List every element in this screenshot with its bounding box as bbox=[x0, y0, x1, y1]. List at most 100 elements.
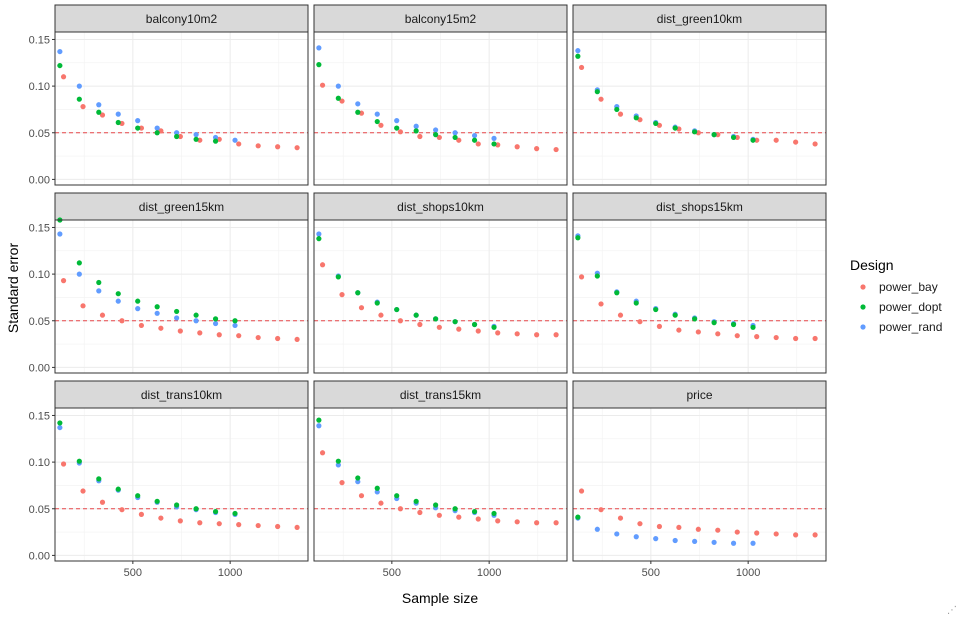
data-point-power_dopt bbox=[174, 502, 180, 508]
data-point-power_dopt bbox=[471, 137, 478, 143]
data-point-power_dopt bbox=[96, 109, 102, 115]
data-point-power_bay bbox=[637, 319, 643, 325]
data-point-power_dopt bbox=[653, 120, 659, 127]
data-point-power_bay bbox=[60, 74, 67, 80]
data-point-power_bay bbox=[656, 523, 663, 530]
data-point-power_bay bbox=[734, 529, 740, 535]
data-point-power_bay bbox=[495, 330, 501, 336]
data-point-power_bay bbox=[236, 141, 242, 147]
data-point-power_bay bbox=[397, 318, 404, 324]
data-point-power_dopt bbox=[193, 312, 199, 318]
data-point-power_rand bbox=[374, 111, 380, 117]
facet-strip bbox=[54, 4, 309, 33]
data-point-power_bay bbox=[119, 507, 125, 513]
data-point-power_dopt bbox=[413, 312, 419, 318]
data-point-power_rand bbox=[96, 102, 102, 108]
data-point-power_bay bbox=[495, 518, 501, 524]
data-point-power_bay bbox=[158, 515, 164, 521]
data-point-power_bay bbox=[397, 506, 404, 512]
facet-title: balcony10m2 bbox=[146, 12, 218, 26]
data-point-power_dopt bbox=[154, 130, 160, 136]
data-point-power_dopt bbox=[76, 96, 82, 102]
data-point-power_rand bbox=[614, 531, 620, 537]
data-point-power_dopt bbox=[232, 510, 238, 517]
y-tick-label: 0.05 bbox=[29, 504, 50, 516]
data-point-power_bay bbox=[138, 125, 145, 131]
data-point-power_dopt bbox=[394, 493, 400, 499]
data-point-power_bay bbox=[553, 146, 559, 153]
data-point-power_rand bbox=[76, 271, 82, 277]
data-point-power_rand bbox=[433, 127, 439, 133]
data-point-power_bay bbox=[99, 112, 106, 118]
x-tick-label: 500 bbox=[383, 567, 401, 579]
data-point-power_bay bbox=[275, 335, 281, 342]
data-point-power_bay bbox=[177, 518, 183, 524]
data-point-power_bay bbox=[339, 292, 345, 298]
data-point-power_bay bbox=[598, 301, 604, 307]
data-point-power_bay bbox=[754, 334, 760, 340]
data-point-power_dopt bbox=[232, 318, 238, 324]
data-point-power_bay bbox=[138, 322, 145, 329]
data-point-power_dopt bbox=[57, 62, 63, 69]
facet-title: dist_shops15km bbox=[656, 200, 743, 214]
data-point-power_dopt bbox=[614, 106, 620, 113]
data-point-power_rand bbox=[730, 540, 737, 546]
data-point-power_rand bbox=[57, 48, 63, 55]
data-point-power_dopt bbox=[335, 95, 341, 101]
data-point-power_bay bbox=[255, 143, 261, 149]
data-point-power_bay bbox=[339, 480, 345, 486]
data-point-power_bay bbox=[514, 519, 520, 525]
data-point-power_bay bbox=[294, 524, 300, 531]
data-point-power_bay bbox=[754, 530, 760, 536]
data-point-power_rand bbox=[355, 101, 361, 107]
data-point-power_rand bbox=[174, 315, 180, 321]
data-point-power_dopt bbox=[672, 125, 678, 131]
facet-title: price bbox=[686, 388, 712, 402]
data-point-power_bay bbox=[378, 122, 384, 128]
data-point-power_dopt bbox=[575, 514, 581, 520]
data-point-power_dopt bbox=[730, 134, 737, 141]
data-point-power_bay bbox=[773, 137, 779, 143]
data-point-power_bay bbox=[637, 521, 643, 527]
data-point-power_dopt bbox=[730, 321, 737, 328]
data-point-power_bay bbox=[793, 139, 799, 145]
data-point-power_bay bbox=[358, 493, 365, 499]
data-point-power_bay bbox=[534, 520, 540, 526]
legend-label: power_bay bbox=[879, 280, 938, 294]
data-point-power_bay bbox=[617, 312, 624, 318]
data-point-power_rand bbox=[232, 322, 238, 329]
data-point-power_rand bbox=[316, 423, 322, 429]
data-point-power_dopt bbox=[355, 475, 361, 481]
data-point-power_rand bbox=[115, 111, 121, 117]
data-point-power_bay bbox=[578, 274, 585, 280]
data-point-power_rand bbox=[232, 137, 238, 143]
data-point-power_rand bbox=[491, 135, 497, 141]
data-point-power_dopt bbox=[212, 316, 219, 322]
data-point-power_bay bbox=[734, 333, 740, 339]
data-point-power_dopt bbox=[374, 485, 380, 491]
data-point-power_dopt bbox=[135, 125, 141, 131]
data-point-power_bay bbox=[255, 334, 261, 341]
legend-key-power_dopt bbox=[860, 304, 866, 310]
legend-key-power_rand bbox=[860, 324, 866, 330]
data-point-power_bay bbox=[475, 328, 481, 334]
resize-grip-icon[interactable]: ⋰ bbox=[947, 605, 957, 616]
data-point-power_dopt bbox=[96, 279, 102, 286]
facet-title: balcony15m2 bbox=[405, 12, 477, 26]
data-point-power_dopt bbox=[452, 134, 458, 141]
data-point-power_dopt bbox=[174, 308, 180, 315]
data-point-power_dopt bbox=[594, 89, 600, 95]
data-point-power_bay bbox=[773, 531, 779, 537]
data-point-power_dopt bbox=[433, 132, 439, 138]
data-point-power_dopt bbox=[316, 236, 322, 242]
data-point-power_rand bbox=[135, 306, 141, 312]
data-point-power_dopt bbox=[212, 508, 219, 515]
data-point-power_bay bbox=[275, 523, 281, 530]
data-point-power_dopt bbox=[335, 274, 341, 280]
data-point-power_dopt bbox=[594, 273, 600, 279]
data-point-power_bay bbox=[812, 141, 818, 147]
data-point-power_dopt bbox=[452, 319, 458, 325]
data-point-power_bay bbox=[80, 488, 86, 494]
x-tick-label: 1000 bbox=[477, 567, 501, 579]
